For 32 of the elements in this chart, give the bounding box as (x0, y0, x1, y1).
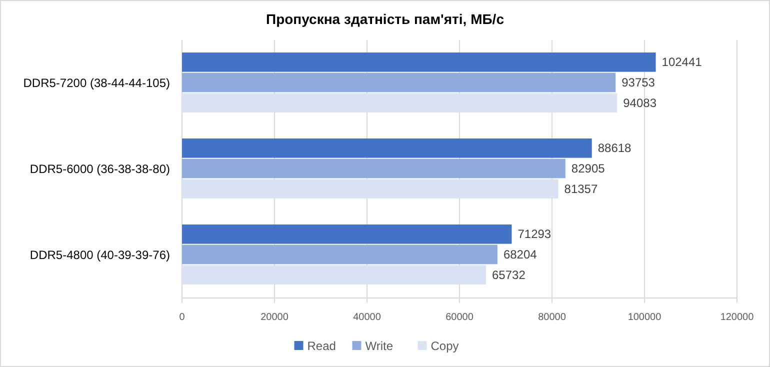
bar (182, 158, 566, 178)
bar (182, 72, 616, 92)
bar (182, 244, 498, 264)
legend-label: Read (307, 339, 336, 353)
x-tick-label: 20000 (260, 312, 289, 323)
data-label: 88618 (598, 141, 632, 156)
legend-label: Copy (430, 339, 459, 353)
y-tick-label: DDR5-6000 (36-38-38-80) (30, 162, 170, 176)
bar (182, 224, 512, 244)
bar (182, 93, 618, 113)
x-tick-label: 100000 (628, 312, 662, 323)
x-tick-label: 40000 (353, 312, 382, 323)
data-label: 81357 (564, 182, 598, 196)
bar (182, 52, 656, 72)
data-label: 82905 (571, 162, 606, 176)
data-label: 94083 (623, 96, 657, 110)
y-tick-label: DDR5-4800 (40-39-39-76) (30, 248, 170, 262)
data-label: 102441 (662, 55, 702, 70)
bar (182, 179, 558, 199)
x-tick-label: 60000 (446, 312, 474, 323)
y-tick-label: DDR5-7200 (38-44-44-105) (23, 76, 170, 90)
data-label: 68204 (503, 248, 538, 262)
x-tick-label: 0 (179, 312, 186, 323)
legend-label: Write (365, 339, 394, 353)
data-label: 93753 (622, 76, 656, 90)
data-label: 71293 (518, 227, 552, 242)
x-tick-label: 80000 (538, 312, 566, 323)
x-tick-label: 120000 (720, 312, 754, 323)
bar (182, 265, 486, 285)
bar (182, 138, 592, 158)
data-label: 65732 (492, 268, 526, 282)
chart-title: Пропускна здатність пам'яті, МБ/с (266, 11, 504, 27)
